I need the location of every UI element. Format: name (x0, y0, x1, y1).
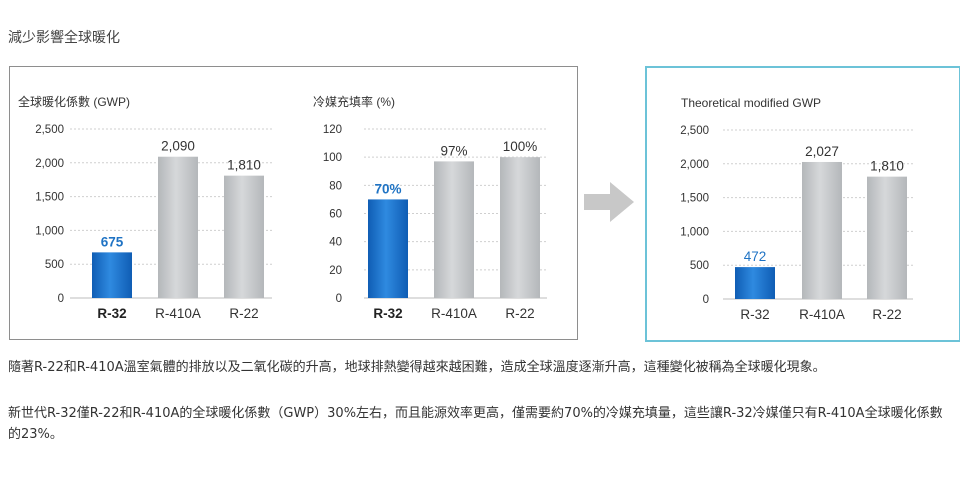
bar-r-22 (867, 176, 907, 299)
y-tick-label: 1,500 (680, 193, 709, 205)
y-tick-label: 1,000 (35, 225, 64, 237)
refrigerant-charge-chart: 冷媒充填率 (%) 0 20 40 60 80 100 120 70% R-32 97% R-410A… (313, 94, 547, 321)
y-tick-label: 120 (323, 124, 342, 136)
bar-r-410a (434, 161, 474, 298)
x-tick-label: R-22 (872, 307, 901, 322)
gwp-chart: 全球暖化係數 (GWP) 0 500 1,000 1,500 2,000 2,500 675 R… (18, 94, 272, 321)
y-tick-label: 1,500 (35, 192, 64, 204)
bar-r-32 (368, 199, 408, 298)
data-label: 675 (101, 234, 124, 249)
paragraph-global-warming: 隨著R-22和R-410A溫室氣體的排放以及二氧化碳的升高，地球排熱變得越來越困… (8, 360, 826, 375)
data-label: 1,810 (870, 159, 904, 174)
data-label: 472 (744, 249, 767, 264)
bar-r-410a (158, 156, 198, 298)
x-tick-label: R-32 (740, 307, 769, 322)
y-tick-label: 40 (329, 237, 342, 249)
y-tick-label: 80 (329, 180, 342, 192)
comparison-panel: 全球暖化係數 (GWP) 0 500 1,000 1,500 2,000 2,500 675 R… (9, 66, 578, 340)
x-tick-label: R-32 (97, 306, 126, 321)
modified-gwp-svg: Theoretical modified GWP 0 500 1,000 1,500 2,… (680, 96, 913, 322)
chart-title: Theoretical modified GWP (681, 96, 821, 110)
modified-gwp-panel: Theoretical modified GWP 0 500 1,000 1,500 2,… (645, 66, 960, 342)
chart-title: 全球暖化係數 (GWP) (18, 94, 130, 109)
y-tick-label: 2,000 (35, 158, 64, 170)
y-tick-label: 0 (703, 294, 709, 306)
modified-gwp-chart: Theoretical modified GWP 0 500 1,000 1,500 2,… (680, 96, 913, 322)
x-tick-label: R-32 (373, 306, 402, 321)
x-tick-label: R-410A (431, 306, 477, 321)
bar-r-32 (92, 252, 132, 298)
x-tick-label: R-410A (799, 307, 845, 322)
bar-r-22 (224, 175, 264, 298)
data-label: 100% (503, 139, 538, 154)
y-tick-label: 0 (336, 293, 342, 305)
y-tick-label: 500 (45, 259, 64, 271)
data-label: 1,810 (227, 158, 261, 173)
y-tick-label: 2,500 (680, 125, 709, 137)
chart-title: 冷媒充填率 (%) (313, 94, 395, 109)
data-label: 2,090 (161, 139, 195, 154)
y-tick-label: 60 (329, 209, 342, 221)
y-tick-label: 2,000 (680, 159, 709, 171)
y-tick-label: 20 (329, 265, 342, 277)
page-heading: 減少影響全球暖化 (8, 30, 120, 46)
y-tick-label: 0 (58, 293, 64, 305)
bar-r-22 (500, 157, 540, 298)
x-tick-label: R-410A (155, 306, 201, 321)
y-tick-label: 1,000 (680, 226, 709, 238)
x-tick-label: R-22 (229, 306, 258, 321)
right-arrow-icon (584, 182, 636, 226)
data-label: 97% (440, 143, 467, 158)
x-tick-label: R-22 (505, 306, 534, 321)
y-tick-label: 500 (690, 260, 709, 272)
data-label: 70% (374, 181, 401, 196)
data-label: 2,027 (805, 144, 839, 159)
paragraph-r32-benefit: 新世代R-32僅R-22和R-410A的全球暖化係數（GWP）30%左右，而且能… (8, 406, 943, 442)
y-tick-label: 100 (323, 152, 342, 164)
bar-r-32 (735, 267, 775, 299)
bar-r-410a (802, 161, 842, 299)
y-tick-label: 2,500 (35, 124, 64, 136)
comparison-charts-svg: 全球暖化係數 (GWP) 0 500 1,000 1,500 2,000 2,500 675 R… (18, 94, 547, 321)
